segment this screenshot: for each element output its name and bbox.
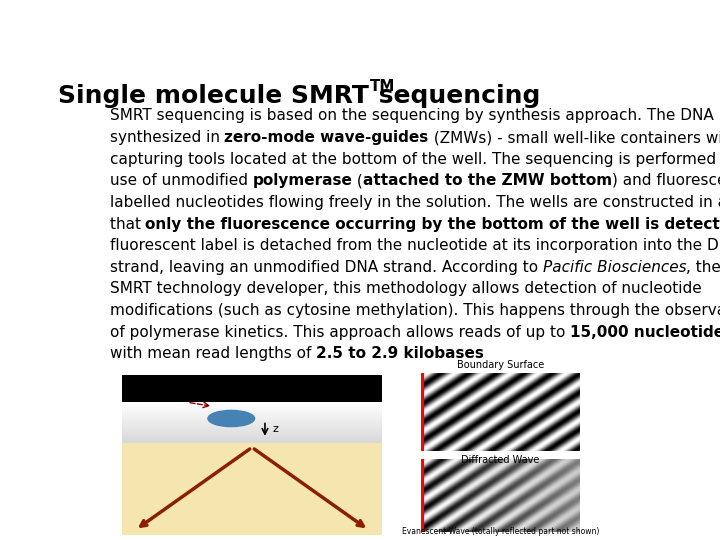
Text: (ZMWs) - small well-like containers with the: (ZMWs) - small well-like containers with…: [428, 130, 720, 145]
Text: 15,000 nucleotides: 15,000 nucleotides: [570, 325, 720, 340]
Text: , the: , the: [686, 260, 720, 275]
Text: capturing tools located at the bottom of the well. The sequencing is performed w: capturing tools located at the bottom of…: [109, 152, 720, 167]
Text: that: that: [109, 217, 145, 232]
Text: synthesized in: synthesized in: [109, 130, 225, 145]
Text: Evanescent Wave (totally reflected part not shown): Evanescent Wave (totally reflected part …: [402, 526, 599, 536]
Text: fluorescent label is detached from the nucleotide at its incorporation into the : fluorescent label is detached from the n…: [109, 238, 720, 253]
Text: SMRT sequencing is based on the sequencing by synthesis approach. The DNA is: SMRT sequencing is based on the sequenci…: [109, 109, 720, 124]
Text: attached to the ZMW bottom: attached to the ZMW bottom: [363, 173, 612, 188]
Text: TM: TM: [370, 78, 395, 93]
Text: SMRT technology developer, this methodology allows detection of nucleotide: SMRT technology developer, this methodol…: [109, 281, 701, 296]
Text: use of unmodified: use of unmodified: [109, 173, 253, 188]
Text: 2.5 to 2.9 kilobases: 2.5 to 2.9 kilobases: [316, 346, 484, 361]
Text: Single molecule SMRT: Single molecule SMRT: [58, 84, 369, 107]
Text: zero-mode wave-guides: zero-mode wave-guides: [225, 130, 428, 145]
Text: Pacific Biosciences: Pacific Biosciences: [543, 260, 686, 275]
Text: (: (: [352, 173, 363, 188]
Text: of polymerase kinetics. This approach allows reads of up to: of polymerase kinetics. This approach al…: [109, 325, 570, 340]
Text: only the fluorescence occurring by the bottom of the well is detected: only the fluorescence occurring by the b…: [145, 217, 720, 232]
Ellipse shape: [208, 410, 255, 427]
Text: ) and fluorescently: ) and fluorescently: [612, 173, 720, 188]
Text: sequencing: sequencing: [370, 84, 541, 107]
Text: Diffracted Wave: Diffracted Wave: [462, 455, 539, 465]
Text: labelled nucleotides flowing freely in the solution. The wells are constructed i: labelled nucleotides flowing freely in t…: [109, 195, 720, 210]
Text: strand, leaving an unmodified DNA strand. According to: strand, leaving an unmodified DNA strand…: [109, 260, 543, 275]
Text: Boundary Surface: Boundary Surface: [456, 360, 544, 370]
Text: polymerase: polymerase: [253, 173, 352, 188]
Text: with mean read lengths of: with mean read lengths of: [109, 346, 316, 361]
Text: modifications (such as cytosine methylation). This happens through the observati: modifications (such as cytosine methylat…: [109, 303, 720, 318]
Text: z: z: [273, 423, 279, 434]
